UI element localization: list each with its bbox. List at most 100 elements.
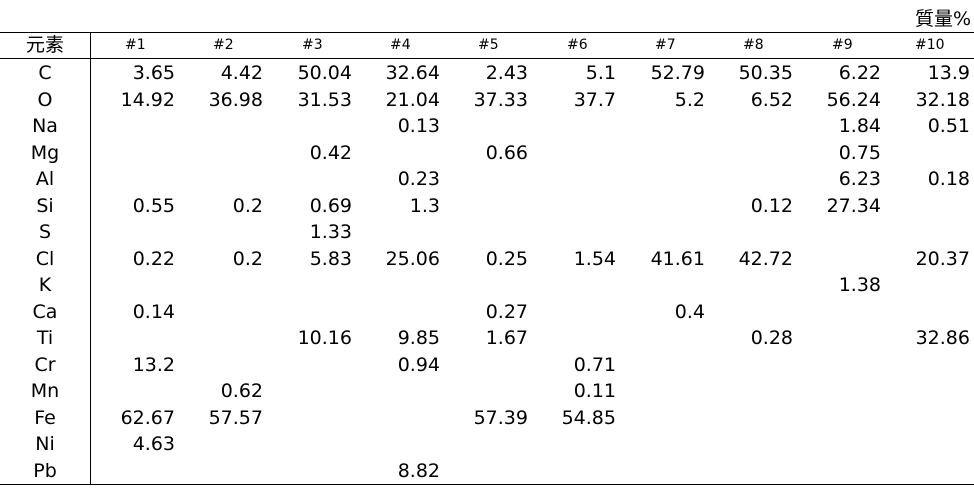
element-cell: Na [32, 115, 58, 137]
value-cell: 6.23 [838, 168, 881, 190]
value-cell: 13.2 [132, 353, 175, 376]
value-cell: 0.71 [573, 353, 616, 376]
value-cell: 6.22 [838, 62, 881, 84]
value-cell: 14.92 [120, 88, 175, 111]
value-cell: 2.43 [485, 62, 528, 84]
value-cell: 0.2 [232, 194, 263, 217]
value-cell: 0.14 [132, 300, 175, 323]
value-cell: 0.18 [927, 168, 970, 190]
table-top-rule [0, 32, 974, 33]
value-cell: 0.28 [750, 327, 793, 349]
value-cell: 1.67 [485, 327, 528, 349]
value-cell: 0.22 [132, 247, 175, 270]
value-cell: 37.33 [473, 88, 528, 111]
table-row: Mg 0.42 0.66 0.75 [0, 140, 974, 167]
table-bottom-rule [0, 484, 974, 485]
value-cell: 42.72 [738, 247, 793, 270]
table-row: Pb 8.82 [0, 458, 974, 485]
element-cell: Mn [30, 380, 60, 402]
value-cell: 52.79 [650, 62, 705, 84]
value-cell: 5.2 [674, 88, 705, 111]
value-cell: 8.82 [397, 459, 440, 482]
value-cell: 10.16 [297, 327, 352, 349]
value-cell: 0.75 [838, 141, 881, 164]
table-row: Na 0.13 1.84 0.51 [0, 113, 974, 140]
sample-header-5: #5 [478, 37, 499, 53]
value-cell: 5.1 [585, 62, 616, 84]
table-row: O 14.92 36.98 31.53 21.04 37.33 37.7 5.2 6.52 56.… [0, 87, 974, 114]
table-row: Cl 0.22 0.2 5.83 25.06 0.25 1.54 41.61 42.72 20.3… [0, 246, 974, 273]
element-cell: Cl [35, 247, 55, 270]
sample-header-6: #6 [567, 37, 588, 53]
table-row: C 3.65 4.42 50.04 32.64 2.43 5.1 52.79 50.35 6.22… [0, 60, 974, 87]
table-column-divider [90, 32, 91, 485]
element-cell: K [38, 274, 52, 296]
value-cell: 9.85 [397, 327, 440, 349]
value-cell: 57.39 [473, 406, 528, 429]
value-cell: 0.42 [309, 141, 352, 164]
element-column-header: 元素 [25, 34, 64, 56]
value-cell: 0.55 [132, 194, 175, 217]
table-row: Ti 10.16 9.85 1.67 0.28 32.86 [0, 325, 974, 352]
element-cell: S [38, 221, 52, 243]
value-cell: 6.52 [750, 88, 793, 111]
value-cell: 0.94 [397, 353, 440, 376]
table-header-rule [0, 58, 974, 59]
table-row: S 1.33 [0, 219, 974, 246]
value-cell: 54.85 [561, 406, 616, 429]
value-cell: 20.37 [915, 247, 970, 270]
value-cell: 62.67 [120, 406, 175, 429]
value-cell: 32.64 [385, 62, 440, 84]
value-cell: 3.65 [132, 62, 175, 84]
sample-header-8: #8 [743, 37, 764, 53]
value-cell: 0.51 [927, 115, 970, 137]
table-row: Cr 13.2 0.94 0.71 [0, 352, 974, 379]
sample-header-9: #9 [832, 37, 853, 53]
value-cell: 13.9 [927, 62, 970, 84]
value-cell: 37.7 [573, 88, 616, 111]
value-cell: 57.57 [208, 406, 263, 429]
element-cell: Ti [36, 327, 54, 349]
value-cell: 5.83 [309, 247, 352, 270]
value-cell: 21.04 [385, 88, 440, 111]
element-cell: Al [35, 168, 55, 190]
value-cell: 0.11 [573, 380, 616, 402]
value-cell: 32.18 [915, 88, 970, 111]
value-cell: 0.2 [232, 247, 263, 270]
value-cell: 0.4 [674, 300, 705, 323]
value-cell: 0.13 [397, 115, 440, 137]
value-cell: 50.35 [738, 62, 793, 84]
value-cell: 0.25 [485, 247, 528, 270]
sample-header-3: #3 [302, 37, 323, 53]
sample-header-4: #4 [390, 37, 411, 53]
value-cell: 0.27 [485, 300, 528, 323]
value-cell: 1.33 [309, 221, 352, 243]
element-cell: C [38, 62, 52, 84]
value-cell: 1.38 [838, 274, 881, 296]
element-cell: Mg [30, 141, 60, 164]
value-cell: 1.84 [838, 115, 881, 137]
value-cell: 0.69 [309, 194, 352, 217]
value-cell: 0.66 [485, 141, 528, 164]
table-row: Ni 4.63 [0, 431, 974, 458]
value-cell: 4.63 [132, 433, 175, 455]
value-cell: 27.34 [826, 194, 881, 217]
table-row: Mn 0.62 0.11 [0, 378, 974, 405]
value-cell: 0.12 [750, 194, 793, 217]
value-cell: 0.62 [220, 380, 263, 402]
value-cell: 50.04 [297, 62, 352, 84]
sample-header-10: #10 [915, 37, 945, 53]
value-cell: 4.42 [220, 62, 263, 84]
element-cell: Pb [33, 459, 57, 482]
element-cell: O [37, 88, 53, 111]
value-cell: 41.61 [650, 247, 705, 270]
element-cell: Ni [35, 433, 55, 455]
table-row: Ca 0.14 0.27 0.4 [0, 299, 974, 326]
value-cell: 25.06 [385, 247, 440, 270]
table-row: Si 0.55 0.2 0.69 1.3 0.12 27.34 [0, 193, 974, 220]
table-row: Al 0.23 6.23 0.18 [0, 166, 974, 193]
value-cell: 31.53 [297, 88, 352, 111]
element-cell: Ca [32, 300, 58, 323]
table-row: K 1.38 [0, 272, 974, 299]
element-cell: Fe [34, 406, 56, 429]
